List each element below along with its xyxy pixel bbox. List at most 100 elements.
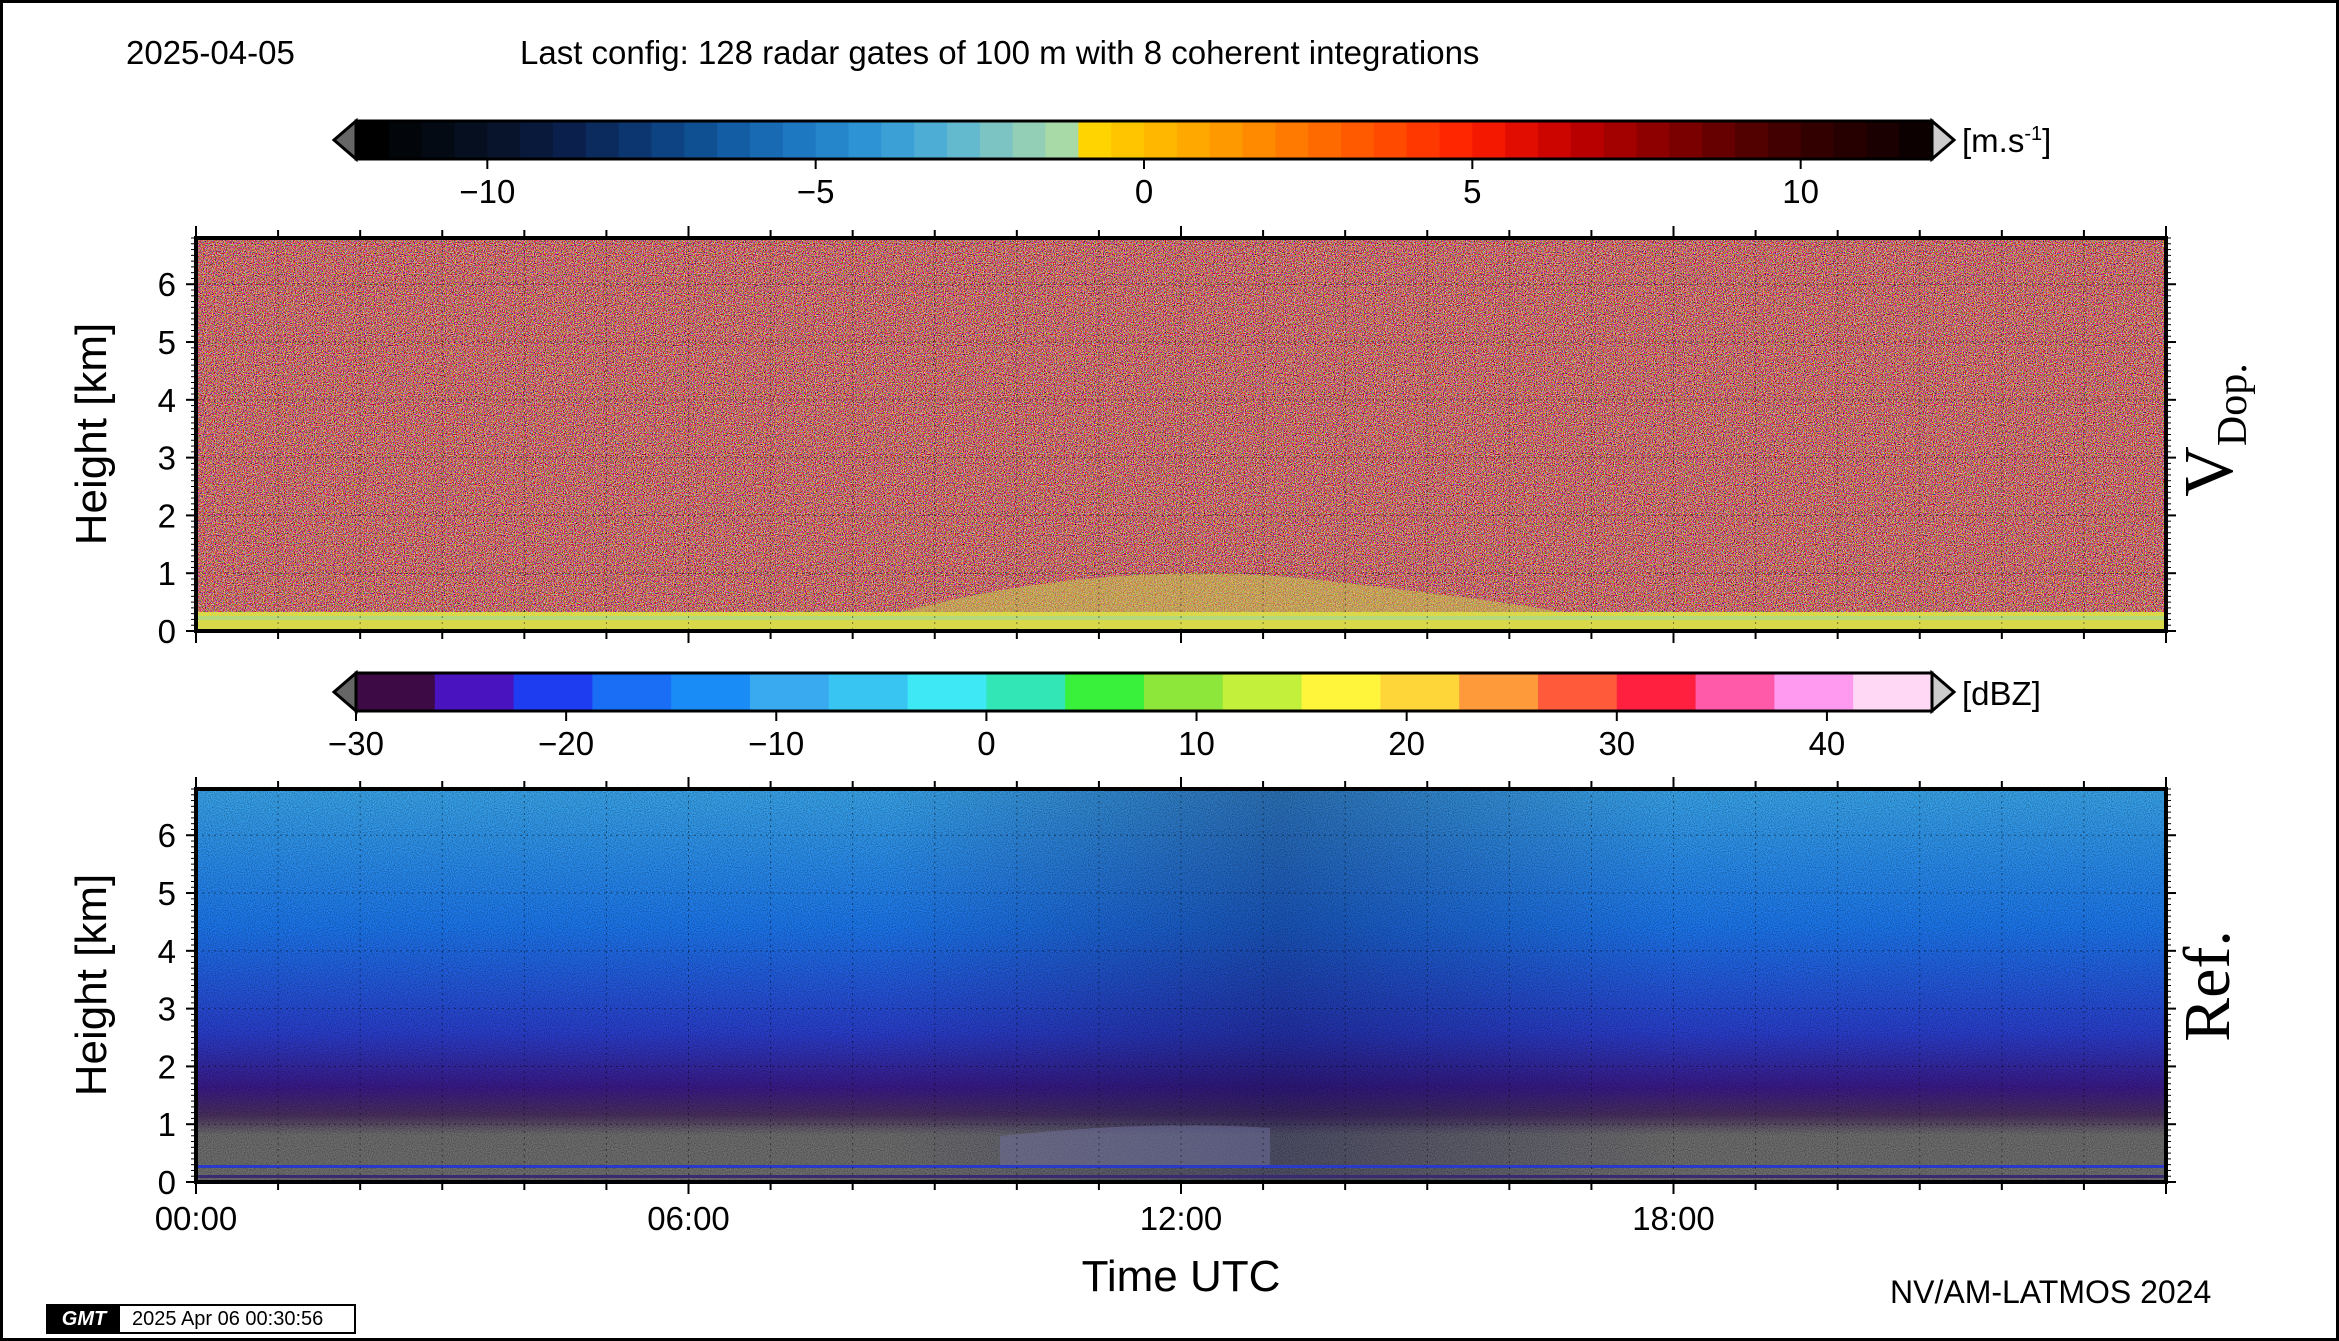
velocity-colorbar-swatch (1702, 121, 1736, 159)
velocity-colorbar-swatch (979, 121, 1014, 159)
velocity-y-tick-label: 6 (158, 266, 176, 303)
velocity-y-tick-label: 3 (158, 440, 176, 477)
velocity-colorbar-swatch (585, 121, 620, 159)
x-axis-label: Time UTC (1081, 1252, 1281, 1301)
velocity-colorbar-swatch (1538, 121, 1572, 159)
reflectivity-colorbar: −30 −20 −10 0 10 20 30 40 (328, 669, 1957, 762)
velocity-colorbar-swatch (1735, 121, 1769, 159)
reflectivity-colorbar-swatch (1222, 673, 1303, 711)
velocity-colorbar-swatch (1603, 121, 1638, 159)
velocity-colorbar-swatch (1570, 121, 1605, 159)
reflectivity-colorbar-swatch (986, 673, 1066, 711)
velocity-near-ground-band-light (196, 616, 2166, 620)
velocity-colorbar-swatch (1176, 121, 1211, 159)
velocity-colorbar-swatch (1242, 121, 1276, 159)
reflectivity-y-tick-label: 5 (158, 875, 176, 912)
reflectivity-colorbar-swatch (1853, 673, 1933, 711)
reflectivity-panel-title: Ref. (2171, 930, 2244, 1042)
velocity-near-ground-band (196, 612, 2166, 629)
velocity-colorbar-swatch (1406, 121, 1441, 159)
velocity-colorbar-swatch (651, 121, 685, 159)
reflectivity-colorbar-swatch (1459, 673, 1539, 711)
velocity-y-axis-label: Height [km] (67, 322, 116, 546)
reflectivity-colorbar-swatch (1538, 673, 1618, 711)
velocity-colorbar-swatch (1439, 121, 1473, 159)
velocity-colorbar-swatch (1866, 121, 1900, 159)
reflectivity-y-tick-label: 4 (158, 933, 176, 970)
velocity-colorbar-swatch (717, 121, 751, 159)
velocity-panel: 0 1 2 3 4 5 6 (158, 226, 2176, 650)
velocity-colorbar-swatch (1111, 121, 1145, 159)
velocity-colorbar-swatch (1308, 121, 1342, 159)
reflectivity-y-tick-label: 2 (158, 1048, 176, 1085)
gmt-timestamp: 2025 Apr 06 00:30:56 (132, 1308, 324, 1330)
reflectivity-y-tick-label: 6 (158, 817, 176, 854)
velocity-colorbar-swatch (947, 121, 981, 159)
velocity-colorbar-swatch (1275, 121, 1309, 159)
gmt-stamp: GMT 2025 Apr 06 00:30:56 (46, 1304, 356, 1334)
velocity-colorbar-swatch (618, 121, 653, 159)
velocity-colorbar-swatch (356, 121, 390, 159)
reflectivity-y-axis-label: Height [km] (67, 873, 116, 1097)
velocity-colorbar-swatch (848, 121, 882, 159)
velocity-y-tick-label: 0 (158, 613, 176, 650)
reflectivity-boundary-layer (1000, 1125, 1270, 1166)
reflectivity-x-tick-label: 18:00 (1632, 1200, 1715, 1237)
velocity-colorbar-swatch (1800, 121, 1835, 159)
reflectivity-x-tick-label: 12:00 (1140, 1200, 1223, 1237)
velocity-colorbar-swatch (1636, 121, 1670, 159)
velocity-y-tick-label: 5 (158, 324, 176, 361)
reflectivity-colorbar-swatch (592, 673, 672, 711)
credit-label: NV/AM-LATMOS 2024 (1890, 1274, 2212, 1310)
velocity-noise (196, 238, 2166, 631)
reflectivity-colorbar-tick-label: 10 (1178, 725, 1215, 762)
reflectivity-y-tick-label: 1 (158, 1106, 176, 1143)
velocity-colorbar-swatch (1767, 121, 1802, 159)
reflectivity-y-tick-label: 3 (158, 991, 176, 1028)
reflectivity-colorbar-high-extension (1930, 669, 1957, 715)
velocity-colorbar-swatch (1833, 121, 1867, 159)
velocity-colorbar-swatch (421, 121, 456, 159)
velocity-colorbar-swatch (1373, 121, 1408, 159)
velocity-colorbar-swatch (1341, 121, 1375, 159)
reflectivity-panel: 0 1 2 3 4 5 6 00:00 06:00 12:00 18:00 (155, 777, 2176, 1237)
reflectivity-colorbar-tick-label: −20 (538, 725, 594, 762)
reflectivity-noise (196, 789, 2166, 1182)
gmt-logo: GMT (48, 1306, 120, 1332)
velocity-colorbar-swatch (1012, 121, 1047, 159)
velocity-colorbar-swatch (750, 121, 784, 159)
velocity-colorbar-tick-label: 0 (1135, 173, 1153, 210)
reflectivity-colorbar-swatch (513, 673, 593, 711)
reflectivity-colorbar-swatch (750, 673, 830, 711)
velocity-colorbar-swatch (684, 121, 718, 159)
reflectivity-x-tick-label: 06:00 (647, 1200, 730, 1237)
date-label: 2025-04-05 (126, 34, 295, 71)
velocity-y-tick-label: 2 (158, 497, 176, 534)
velocity-colorbar-swatch (881, 121, 915, 159)
reflectivity-colorbar-tick-label: 20 (1388, 725, 1425, 762)
velocity-colorbar-high-extension (1930, 117, 1957, 163)
reflectivity-gate-line (196, 1165, 2166, 1168)
reflectivity-colorbar-tick-label: −10 (748, 725, 804, 762)
config-label: Last config: 128 radar gates of 100 m wi… (520, 34, 1480, 71)
reflectivity-colorbar-unit: [dBZ] (1962, 675, 2041, 712)
reflectivity-colorbar-frame (354, 671, 1934, 713)
velocity-colorbar-swatch (1078, 121, 1112, 159)
reflectivity-colorbar-swatch (1616, 673, 1697, 711)
reflectivity-colorbar-swatch (1301, 673, 1381, 711)
reflectivity-colorbar-swatch (356, 673, 436, 711)
velocity-panel-title: VDop. (2171, 363, 2256, 497)
velocity-colorbar-unit: [m.s-1] (1962, 122, 2052, 159)
reflectivity-colorbar-tick-label: 40 (1809, 725, 1846, 762)
velocity-y-tick-label: 4 (158, 382, 176, 419)
velocity-colorbar-swatch (553, 121, 587, 159)
velocity-colorbar-swatch (1144, 121, 1178, 159)
reflectivity-colorbar-swatch (1380, 673, 1460, 711)
velocity-colorbar-swatch (782, 121, 817, 159)
velocity-colorbar-swatch (914, 121, 948, 159)
velocity-colorbar-swatch (1472, 121, 1506, 159)
velocity-colorbar-swatch (815, 121, 850, 159)
velocity-y-tick-label: 1 (158, 555, 176, 592)
reflectivity-colorbar-swatch (907, 673, 987, 711)
